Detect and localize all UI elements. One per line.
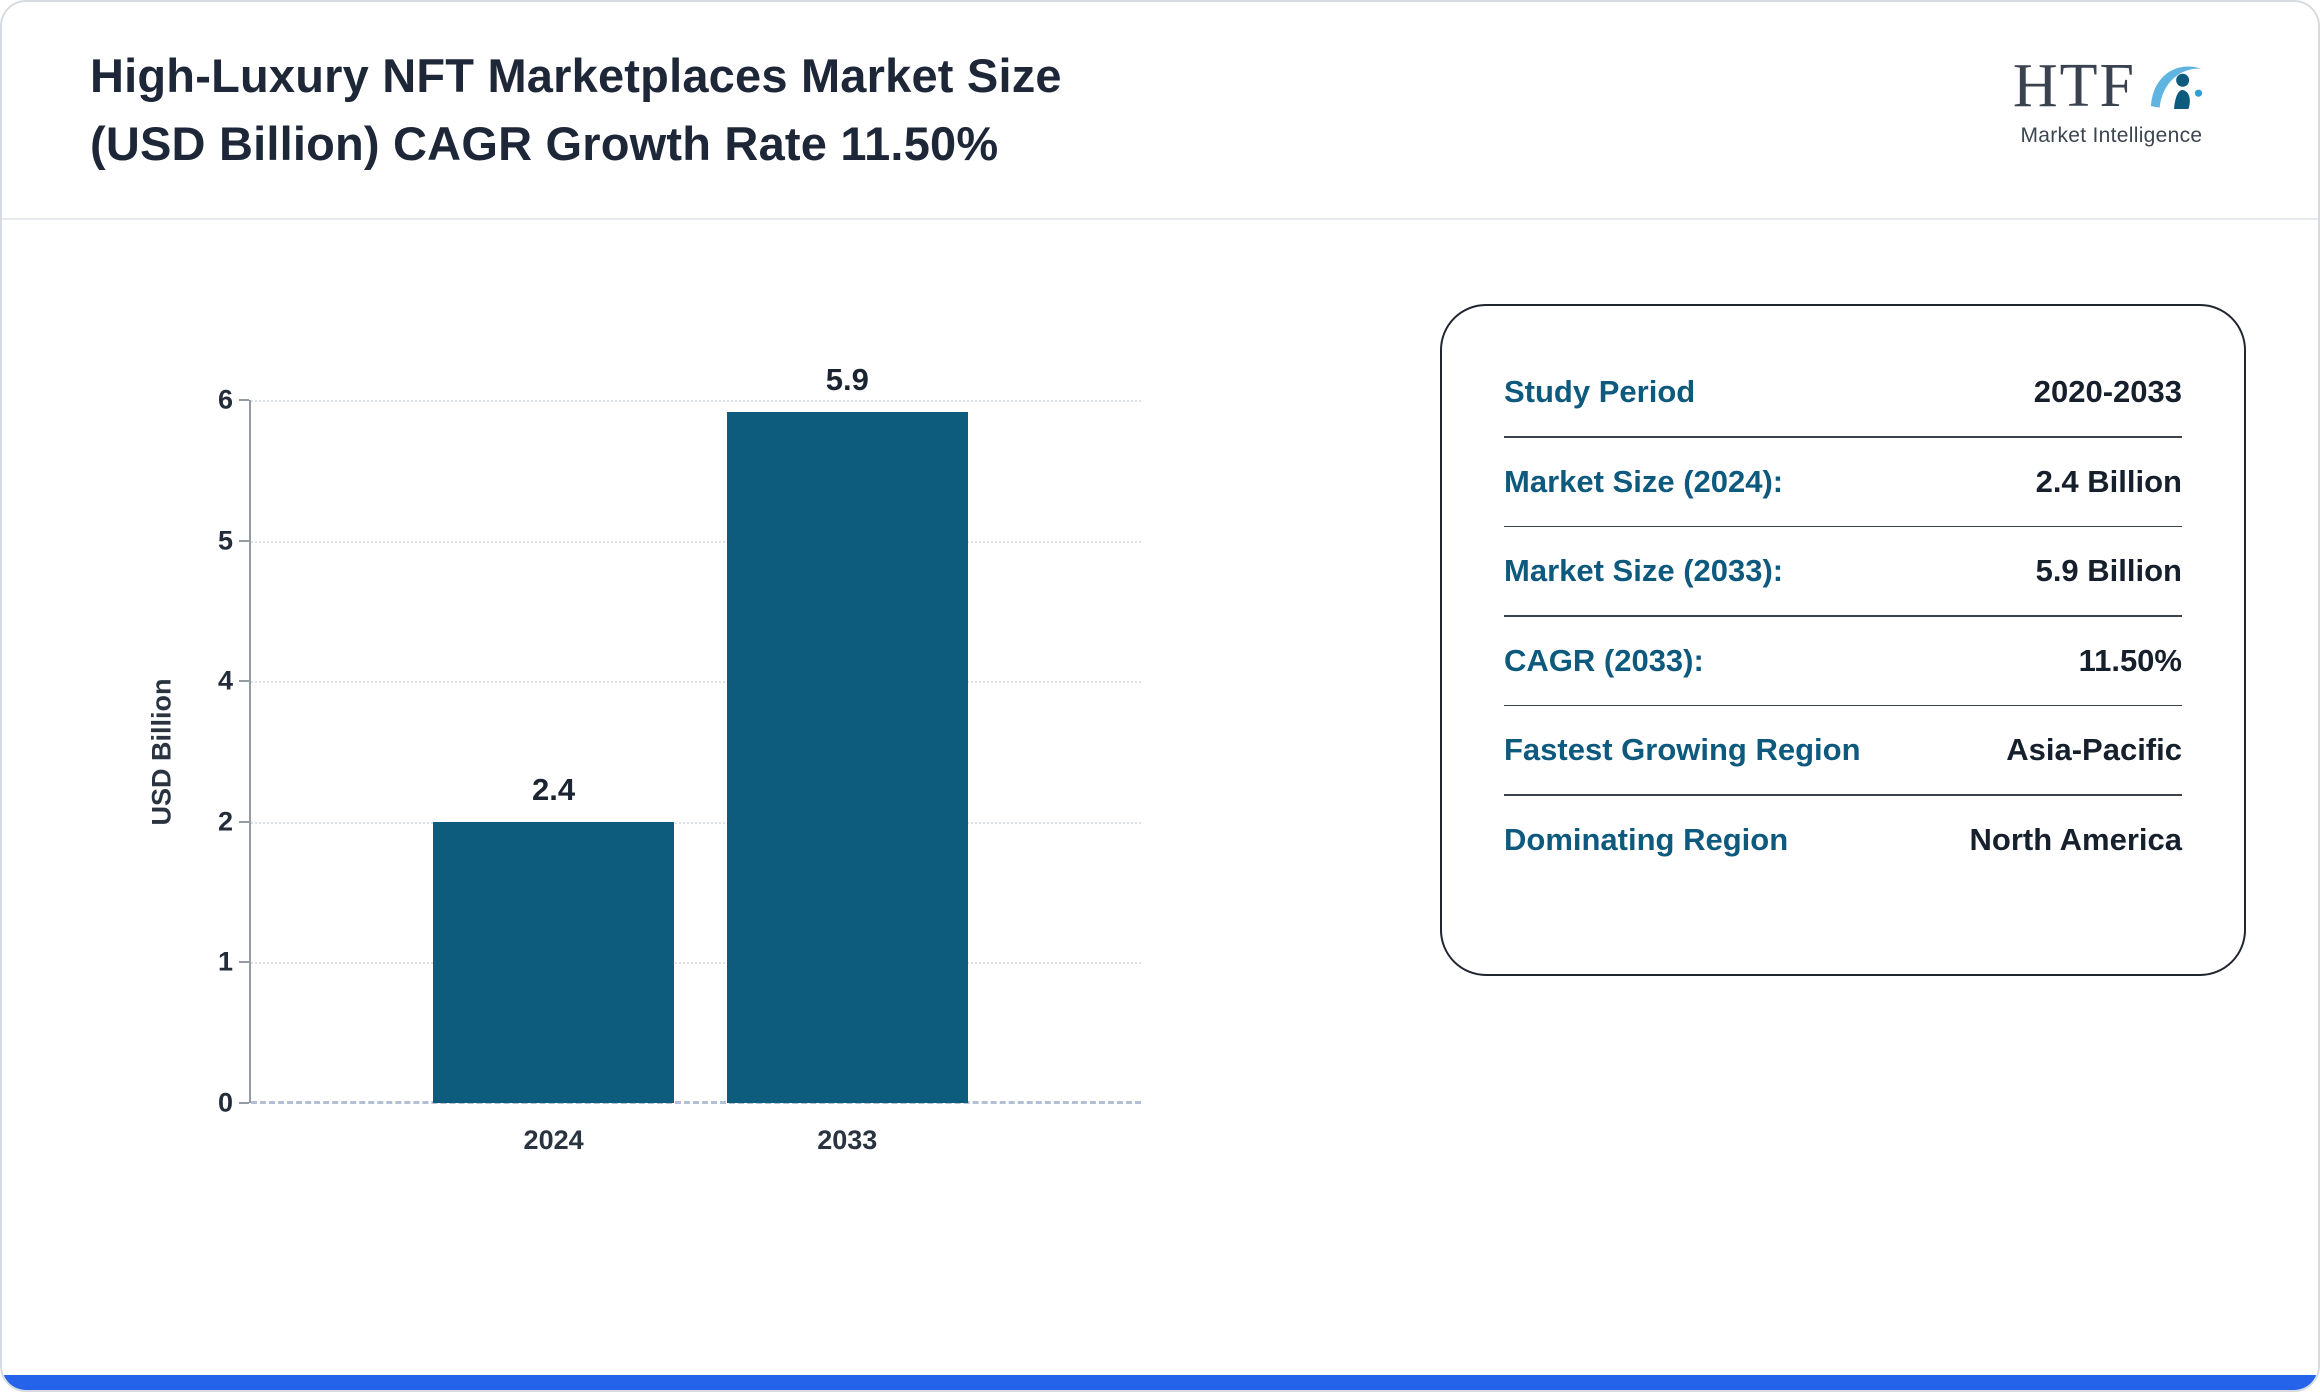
info-row: CAGR (2033): 11.50% bbox=[1504, 617, 2182, 705]
info-row-label: Market Size (2024): bbox=[1504, 463, 1784, 499]
gridline bbox=[251, 400, 1141, 402]
info-row: Study Period 2020-2033 bbox=[1504, 348, 2182, 436]
x-axis-baseline bbox=[251, 1101, 1141, 1104]
y-axis-title: USD Billion bbox=[146, 678, 177, 826]
bar-2033 bbox=[726, 411, 968, 1103]
info-row-label: Study Period bbox=[1504, 374, 1696, 409]
bar-value-label: 5.9 bbox=[825, 361, 869, 397]
y-tick-mark bbox=[239, 1102, 249, 1104]
market-info-panel: Study Period 2020-2033 Market Size (2024):… bbox=[1440, 304, 2246, 976]
x-category-label: 2033 bbox=[817, 1125, 878, 1155]
info-row: Fastest Growing Region Asia-Pacific bbox=[1504, 706, 2182, 794]
y-tick-label: 5 bbox=[217, 525, 233, 556]
info-row-divider bbox=[1504, 615, 2182, 617]
bottom-accent-bar bbox=[2, 1375, 2318, 1390]
gridline bbox=[251, 540, 1141, 543]
y-tick-mark bbox=[239, 820, 249, 823]
page-title-line1: High-Luxury NFT Marketplaces Market Size bbox=[90, 49, 1062, 102]
info-row-value: Asia-Pacific bbox=[2006, 732, 2182, 767]
bar-value-label: 2.4 bbox=[532, 771, 576, 807]
y-axis-line bbox=[249, 400, 251, 1103]
gridline bbox=[251, 821, 1141, 824]
htf-logo: HTF Market Intelligence bbox=[2013, 50, 2210, 148]
info-row: Dominating Region North America bbox=[1504, 796, 2182, 884]
y-tick-mark bbox=[239, 680, 249, 683]
info-row-value: 2020-2033 bbox=[2033, 374, 2182, 409]
logo-swoosh-person-icon bbox=[2150, 66, 2203, 110]
y-tick-label: 4 bbox=[217, 665, 233, 696]
info-row-divider bbox=[1504, 436, 2182, 438]
logo-subtext: Market Intelligence bbox=[2020, 124, 2203, 147]
bar-chart-plot-area: 6 5 4 2 1 0 2.4 2024 5.9 2033 bbox=[218, 362, 1141, 1155]
y-tick-label: 1 bbox=[217, 946, 233, 977]
y-tick-label: 0 bbox=[217, 1087, 233, 1118]
gridline bbox=[251, 681, 1141, 684]
bar-2024 bbox=[433, 821, 675, 1103]
x-category-label: 2024 bbox=[523, 1125, 584, 1155]
y-tick-mark bbox=[239, 539, 249, 542]
info-row-value: North America bbox=[1969, 821, 2182, 857]
info-row-divider bbox=[1504, 794, 2182, 796]
gridline bbox=[251, 962, 1141, 965]
y-tick-label: 2 bbox=[217, 806, 233, 837]
info-row-divider bbox=[1504, 525, 2182, 527]
info-row-divider bbox=[1504, 704, 2182, 706]
page-title-line2: (USD Billion) CAGR Growth Rate 11.50% bbox=[90, 117, 999, 171]
info-row-value: 5.9 Billion bbox=[2035, 553, 2182, 588]
info-row-label: Fastest Growing Region bbox=[1504, 732, 1861, 767]
info-row-value: 2.4 Billion bbox=[2035, 463, 2182, 499]
y-tick-mark bbox=[239, 961, 249, 964]
logo-text: HTF bbox=[2012, 52, 2136, 120]
info-row: Market Size (2024): 2.4 Billion bbox=[1504, 438, 2182, 526]
y-tick-label: 6 bbox=[217, 384, 233, 415]
logo-top: HTF bbox=[2013, 50, 2210, 122]
info-row-label: Market Size (2033): bbox=[1504, 553, 1784, 588]
info-row-label: Dominating Region bbox=[1504, 821, 1789, 857]
header-divider bbox=[2, 218, 2318, 220]
info-row: Market Size (2033): 5.9 Billion bbox=[1504, 527, 2182, 615]
info-row-value: 11.50% bbox=[2078, 642, 2182, 678]
info-row-label: CAGR (2033): bbox=[1504, 642, 1704, 678]
page-title: High-Luxury NFT Marketplaces Market Size… bbox=[90, 42, 1062, 178]
y-tick-mark bbox=[239, 399, 249, 401]
